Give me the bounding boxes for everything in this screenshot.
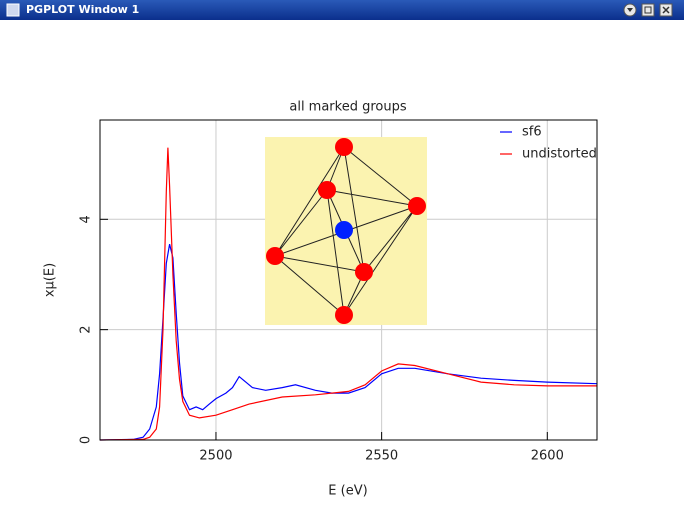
- x-tick-label: 2550: [365, 449, 398, 464]
- window-buttons[interactable]: [622, 2, 682, 18]
- y-tick-label: 0: [79, 436, 94, 444]
- y-tick-label: 4: [79, 215, 94, 223]
- chart-title: all marked groups: [289, 100, 407, 115]
- x-axis-label: E (eV): [328, 484, 367, 499]
- y-axis-label: xμ(E): [43, 263, 58, 297]
- legend-label: sf6: [522, 125, 542, 140]
- y-tick-label: 2: [79, 326, 94, 334]
- x-tick-label: 2500: [199, 449, 232, 464]
- title-bar: PGPLOT Window 1: [0, 0, 684, 20]
- window-icon: [6, 3, 20, 17]
- inset-image: [265, 137, 427, 325]
- x-tick-label: 2600: [531, 449, 564, 464]
- chart: all marked groups E (eV) xμ(E) 2500 2550 2…: [43, 100, 598, 499]
- window-title: PGPLOT Window 1: [26, 3, 140, 16]
- legend-label: undistorted: [522, 147, 597, 162]
- series-line: [99, 147, 597, 441]
- plot-frame: [99, 119, 598, 441]
